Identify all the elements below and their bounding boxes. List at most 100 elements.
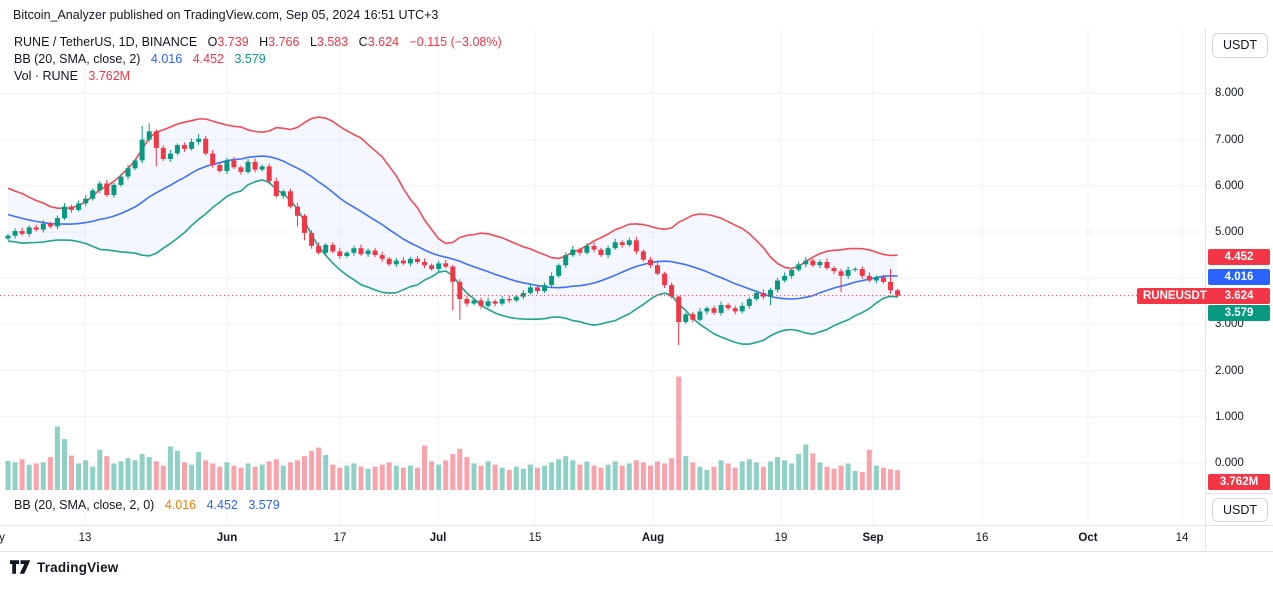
- volume-bar: [817, 462, 823, 490]
- candle-body: [492, 301, 498, 304]
- volume-bar: [598, 467, 604, 490]
- currency-button-top[interactable]: USDT: [1212, 33, 1268, 58]
- candle-body: [146, 131, 152, 140]
- volume-bar: [203, 460, 209, 490]
- price-tick-label: 1.000: [1215, 410, 1244, 423]
- candle-body: [429, 265, 435, 269]
- time-axis-label: 16: [975, 532, 989, 544]
- volume-bar: [739, 461, 745, 490]
- candle-body: [62, 206, 67, 219]
- candle-body: [591, 245, 597, 250]
- candle-body: [5, 235, 11, 239]
- candle-body: [295, 206, 300, 216]
- candle-body: [888, 281, 893, 291]
- candle-body: [598, 249, 604, 256]
- candle-body: [167, 153, 173, 159]
- candle-body: [746, 299, 752, 306]
- price-tick-label: 7.000: [1215, 133, 1244, 146]
- candle-body: [817, 262, 823, 266]
- volume-bar: [160, 465, 166, 490]
- time-axis-label: 14: [1175, 532, 1189, 544]
- volume-bar: [711, 466, 717, 490]
- candle-body: [393, 260, 399, 265]
- candle-body: [796, 264, 802, 270]
- volume-bar: [655, 461, 660, 490]
- currency-button-bottom[interactable]: USDT: [1212, 498, 1268, 522]
- candle-body: [732, 308, 738, 312]
- candle-body: [803, 260, 809, 265]
- candle-body: [344, 252, 350, 256]
- volume-bar: [76, 463, 82, 490]
- time-axis-label: Jul: [429, 532, 447, 544]
- volume-bar: [407, 465, 413, 490]
- volume-bar: [252, 466, 258, 490]
- candle-body: [697, 311, 703, 320]
- candle-body: [824, 262, 830, 268]
- price-axis-badge: 4.016: [1208, 269, 1270, 286]
- candle-body: [542, 285, 548, 292]
- volume-bar: [224, 462, 230, 490]
- candle-body: [33, 227, 39, 230]
- symbol-legend-row[interactable]: RUNE / TetherUS, 1D, BINANCE O3.739 H3.7…: [14, 34, 502, 50]
- candle-body: [40, 223, 46, 230]
- volume-bar: [429, 461, 435, 490]
- volume-bar: [365, 468, 371, 490]
- volume-legend-row[interactable]: Vol · RUNE 3.762M: [14, 68, 502, 84]
- volume-bar: [344, 465, 350, 490]
- time-axis[interactable]: y 13 Jun 17 Jul 15 Aug 19 Sep 16 Oct 14: [0, 529, 1205, 549]
- volume-bar: [789, 463, 795, 490]
- candle-body: [97, 183, 103, 191]
- candle-body: [160, 147, 166, 159]
- attribution-bar: Bitcoin_Analyzer published on TradingVie…: [0, 0, 1273, 29]
- candle-body: [118, 176, 124, 185]
- volume-bar: [471, 463, 477, 490]
- time-axis-label: 15: [528, 532, 542, 544]
- volume-bar: [415, 467, 420, 490]
- candle-body: [619, 242, 625, 245]
- bb-bottom-legend-row[interactable]: BB (20, SMA, close, 2, 0) 4.016 4.452 3.…: [14, 498, 280, 512]
- volume-bar: [775, 457, 780, 490]
- volume-bar: [845, 463, 851, 490]
- volume-bar: [895, 470, 901, 490]
- candle-body: [224, 160, 230, 171]
- volume-bar: [556, 459, 562, 490]
- candle-body: [831, 268, 837, 272]
- candle-body: [852, 269, 858, 270]
- candle-body: [704, 308, 710, 312]
- volume-bar: [174, 450, 180, 490]
- time-axis-label: Oct: [1078, 532, 1098, 544]
- volume-bar: [760, 466, 766, 490]
- ohlc-close-value: 3.624: [367, 35, 399, 49]
- candle-body: [626, 240, 632, 245]
- candle-body: [640, 251, 646, 260]
- candle-body: [739, 305, 745, 312]
- bb-basis-line: [7, 155, 898, 300]
- price-axis-badge: 4.452: [1208, 249, 1270, 266]
- candle-body: [711, 308, 717, 313]
- candle-body: [676, 296, 682, 323]
- volume-bar: [97, 449, 103, 490]
- volume-bar: [386, 462, 392, 490]
- tradingview-brand[interactable]: TradingView: [10, 558, 118, 576]
- price-axis[interactable]: USDT USDT 8.000 7.000 6.000 5.000 3.000 2.000…: [1205, 29, 1273, 550]
- volume-bar: [379, 464, 385, 490]
- bb-legend-row[interactable]: BB (20, SMA, close, 2) 4.016 4.452 3.579: [14, 51, 502, 67]
- time-axis-border: [0, 525, 1273, 526]
- volume-bar: [662, 463, 668, 490]
- volume-bar: [217, 466, 223, 490]
- volume-bar: [189, 464, 195, 490]
- candle-body: [513, 296, 519, 301]
- volume-bar: [450, 454, 456, 490]
- price-tick-label: 5.000: [1215, 226, 1244, 238]
- candle-body: [189, 141, 195, 149]
- time-axis-label: Jun: [216, 532, 238, 544]
- candle-body: [302, 215, 307, 233]
- price-axis-badge: 3.762M: [1208, 474, 1270, 491]
- ohlc-open-label: O: [207, 35, 218, 49]
- candle-body: [379, 255, 385, 259]
- volume-bar: [167, 446, 173, 490]
- ohlc-open-value: 3.739: [217, 35, 249, 49]
- candle-body: [443, 263, 449, 267]
- candle-body: [895, 290, 901, 296]
